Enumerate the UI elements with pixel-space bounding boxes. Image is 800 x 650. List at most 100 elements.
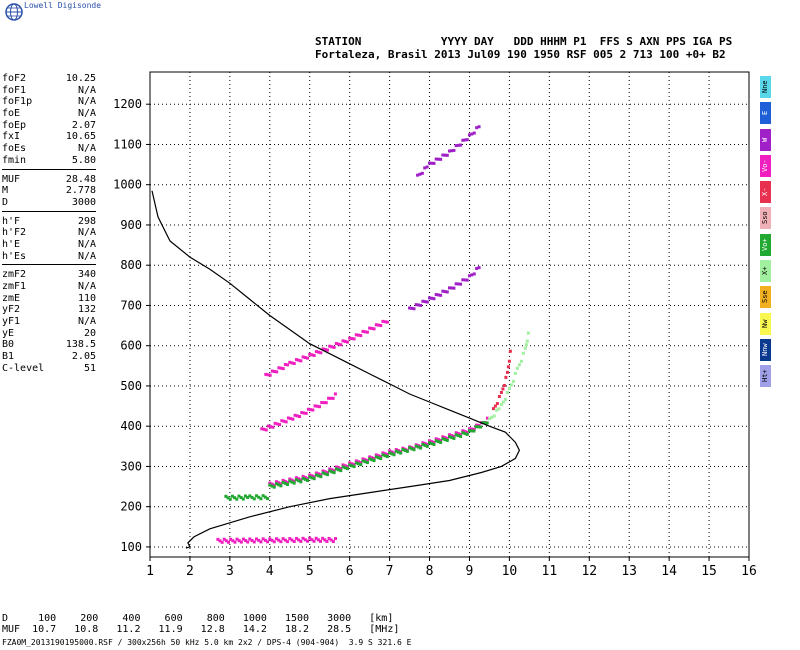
echo-point [303, 538, 307, 542]
echo-point [416, 303, 420, 307]
echo-point [290, 538, 294, 542]
param-row: foF2 10.25 [2, 73, 96, 85]
echo-point [443, 153, 447, 157]
echo-point [499, 403, 503, 407]
echo-point [322, 401, 326, 405]
echo-point [286, 482, 290, 486]
echo-point [354, 333, 358, 337]
echo-point [275, 370, 279, 374]
echo-point [310, 538, 314, 542]
echo-point [277, 366, 281, 370]
param-name: B1 [2, 351, 15, 363]
param-row: foF1p N/A [2, 96, 96, 108]
echo-point [294, 536, 298, 540]
echo-point [403, 448, 407, 452]
legend-swatch: Vo+ [760, 233, 771, 256]
echo-point [390, 452, 394, 456]
echo-point [450, 436, 454, 440]
echo-point [308, 473, 312, 477]
echo-point [316, 538, 320, 542]
echo-point [306, 476, 310, 480]
legend-label: Ht+ [761, 369, 769, 383]
param-name: h'F2 [2, 227, 27, 239]
echo-point [288, 537, 292, 541]
echo-point [299, 359, 303, 363]
echo-point [523, 346, 527, 350]
param-name: foF1 [2, 84, 27, 96]
echo-point [343, 464, 347, 468]
scaled-parameters-panel: foF2 10.25 foF1 N/A foF1p N/A foE N/A foEp 2.07 fx… [2, 73, 96, 375]
echo-point [264, 428, 268, 432]
param-value: 2.778 [65, 185, 96, 197]
echo-point [284, 420, 288, 424]
param-value: 28.48 [65, 173, 96, 185]
echo-point [310, 474, 314, 478]
echo-point [310, 353, 314, 357]
param-value: 110 [77, 292, 96, 304]
echo-point [339, 469, 343, 473]
echo-point [372, 327, 376, 331]
echo-point [348, 336, 352, 340]
echo-point [421, 442, 425, 446]
echo-point [385, 453, 389, 457]
echo-point [456, 434, 460, 438]
echo-point [341, 339, 345, 343]
echo-point [345, 340, 349, 344]
echo-point [448, 433, 451, 437]
echo-point [381, 451, 385, 455]
echo-point [246, 495, 250, 499]
echo-point [268, 481, 272, 485]
echo-point [297, 538, 301, 542]
echo-point [290, 478, 294, 482]
echo-point [506, 365, 510, 369]
param-name: MUF [2, 173, 21, 185]
echo-point [281, 478, 285, 482]
echo-point [272, 485, 276, 489]
echo-point [507, 359, 511, 363]
echo-point [483, 421, 487, 425]
param-name: h'Es [2, 250, 27, 262]
echo-point [297, 477, 301, 481]
echo-point [330, 470, 334, 474]
echo-point [337, 342, 341, 346]
echo-point [383, 454, 387, 458]
echo-point [321, 347, 325, 351]
echo-point [467, 427, 471, 431]
y-tick-label: 300 [120, 459, 142, 473]
param-row: h'E N/A [2, 239, 96, 251]
echo-point [319, 351, 323, 355]
echo-point [405, 449, 409, 453]
param-name: zmF2 [2, 269, 27, 281]
echo-point [443, 290, 447, 294]
param-value: N/A [77, 143, 96, 155]
echo-point [286, 363, 290, 367]
echo-point [239, 540, 243, 544]
echo-point [470, 427, 474, 431]
brand-label: Lowell Digisonde [24, 1, 102, 10]
plot-frame [149, 71, 750, 558]
echo-point [268, 483, 272, 487]
muf-table-muf-row: MUF 10.7 10.8 11.2 11.9 12.8 14.2 18.2 2… [2, 624, 400, 635]
echo-point [345, 465, 349, 469]
echo-point [490, 415, 494, 419]
param-row: fxI 10.65 [2, 131, 96, 143]
echo-point [394, 448, 398, 452]
echo-point [226, 496, 230, 500]
echo-point [237, 494, 241, 498]
echo-point [419, 444, 423, 448]
echo-point [396, 449, 400, 453]
echo-point [476, 425, 480, 429]
echo-point [328, 344, 332, 348]
param-name: zmE [2, 292, 21, 304]
y-tick-label: 500 [120, 379, 142, 393]
echo-point [470, 429, 474, 433]
echo-point [299, 539, 303, 543]
param-value: 132 [77, 304, 96, 316]
echo-point [306, 539, 310, 543]
legend-label: Nnw [761, 343, 769, 357]
legend-label: Sso [761, 212, 769, 225]
echo-point [304, 411, 308, 415]
echo-point [505, 390, 509, 394]
echo-point [348, 461, 352, 465]
echo-point [379, 455, 383, 459]
